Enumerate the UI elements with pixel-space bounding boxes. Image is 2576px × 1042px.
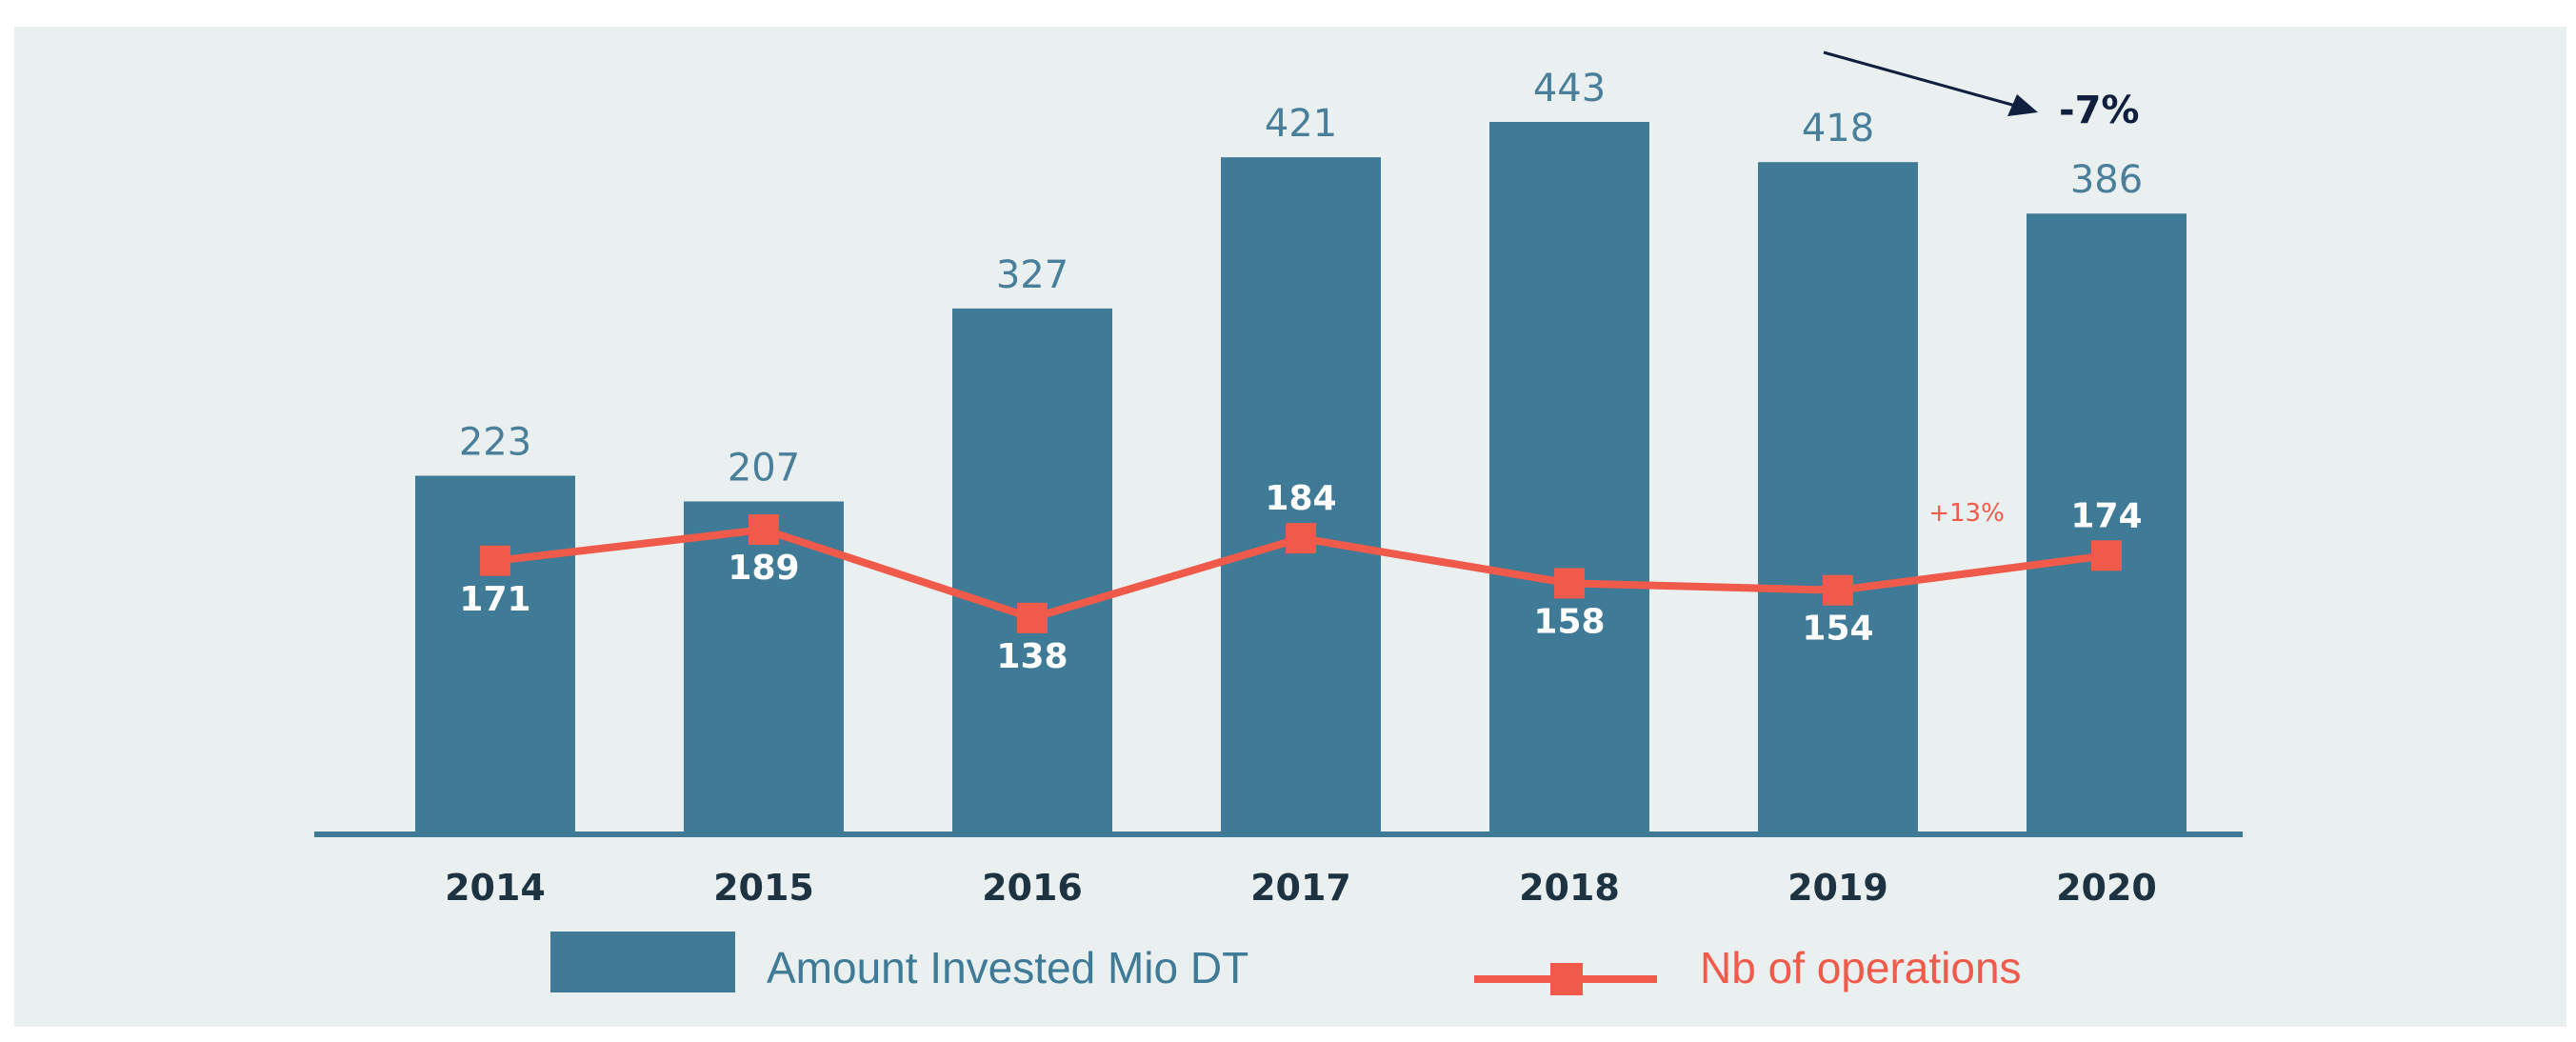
bar (952, 308, 1112, 834)
x-tick-label: 2019 (1787, 867, 1888, 909)
bar-value-label: 386 (2070, 158, 2143, 202)
line-value-label: 189 (728, 549, 799, 588)
legend-swatch-bar (550, 932, 735, 992)
line-series (480, 514, 2122, 633)
line-value-label: 171 (459, 580, 530, 619)
x-tick-label: 2016 (982, 867, 1083, 909)
line-marker (1554, 568, 1585, 599)
line-marker (1286, 523, 1316, 554)
bar-value-label: 223 (459, 420, 531, 464)
line-value-label: 174 (2070, 496, 2142, 535)
line-value-label: 158 (1533, 602, 1605, 641)
legend-label-line: Nb of operations (1700, 943, 2022, 992)
bar-value-label: 207 (728, 446, 800, 490)
line-marker (480, 545, 510, 576)
line-value-label: 184 (1265, 479, 1336, 518)
bar-value-label: 327 (996, 253, 1068, 297)
bar (415, 475, 575, 834)
line-value-label: 138 (996, 637, 1068, 676)
bar-change-label: -7% (2059, 89, 2140, 132)
x-tick-labels: 2014 2015 2016 2017 2018 2019 2020 (445, 867, 2157, 909)
bar-value-labels: 223 207 327 421 443 418 386 (459, 67, 2143, 490)
bar (1758, 162, 1918, 835)
line-value-label: 154 (1802, 610, 1873, 649)
line-change-label: +13% (1928, 499, 2005, 528)
line-value-labels: 171 189 138 184 158 154 174 (459, 479, 2142, 676)
annotation-arrowhead (2007, 94, 2038, 116)
bar-value-label: 418 (1802, 107, 1874, 150)
legend-label-bar: Amount Invested Mio DT (767, 943, 1248, 992)
x-tick-label: 2020 (2056, 867, 2157, 909)
line-marker (749, 514, 779, 545)
x-tick-label: 2018 (1519, 867, 1620, 909)
x-tick-label: 2015 (713, 867, 814, 909)
legend-swatch-marker (1550, 963, 1583, 995)
bar (1489, 122, 1649, 834)
line-marker (2091, 540, 2122, 571)
line-marker (1823, 574, 1853, 606)
bar-series (415, 122, 2187, 835)
annotation-arrow-line (1823, 50, 2020, 109)
bar (684, 501, 844, 834)
bar-change-annotation: -7% (1823, 50, 2140, 132)
legend: Amount Invested Mio DT Nb of operations (550, 932, 2022, 995)
x-tick-label: 2017 (1250, 867, 1351, 909)
bar-value-label: 443 (1533, 67, 1606, 110)
x-tick-label: 2014 (445, 867, 546, 909)
line-marker (1017, 602, 1048, 633)
bar-value-label: 421 (1265, 102, 1337, 146)
bar (2027, 213, 2187, 835)
bar (1221, 157, 1381, 834)
